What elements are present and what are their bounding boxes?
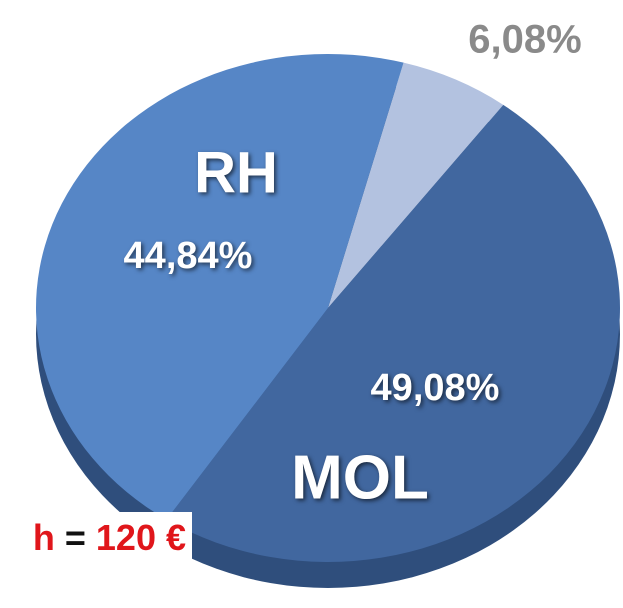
labels: 6,08% 49,08% 44,84% MOL RH <box>124 18 582 513</box>
annotation-eq: = <box>65 517 86 558</box>
annotation-right: 120 € <box>96 517 186 558</box>
value-label: 49,08% <box>371 367 500 409</box>
pie <box>36 54 620 588</box>
annotation-left: h <box>33 517 55 558</box>
value-label: 44,84% <box>124 235 253 277</box>
value-label: 6,08% <box>468 18 581 62</box>
annotation-box <box>0 512 192 562</box>
annotation: h = 120 € <box>33 517 186 558</box>
category-label: RH <box>194 140 278 205</box>
category-label: MOL <box>291 443 429 512</box>
pie-slice <box>36 54 404 520</box>
pie-slice <box>166 104 620 562</box>
pie-slice <box>328 62 504 308</box>
